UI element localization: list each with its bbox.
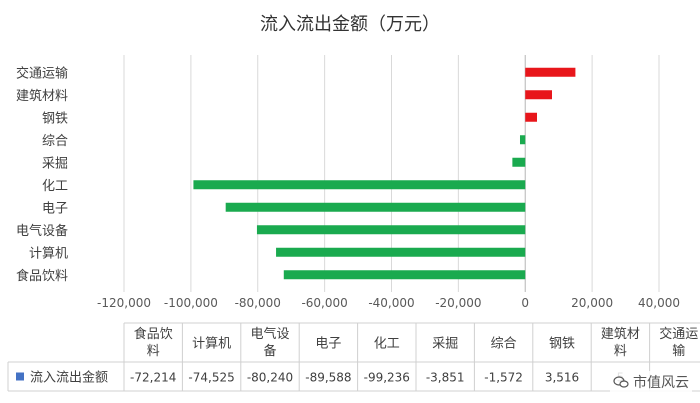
bar bbox=[525, 90, 552, 100]
x-tick-labels: -120,000 -100,000 -80,000 -60,000 -40,000 -20… bbox=[97, 296, 680, 310]
chart-title: 流入流出金额（万元） bbox=[260, 14, 440, 35]
table-header-cell: 交通运输 bbox=[659, 326, 698, 359]
table-header-cell: 采掘 bbox=[432, 337, 458, 352]
x-tick-label: 20,000 bbox=[571, 296, 613, 310]
bar bbox=[283, 270, 526, 280]
table-header-cell: 钢铁 bbox=[549, 337, 575, 352]
category-label: 钢铁 bbox=[42, 111, 68, 126]
x-tick-label: -120,000 bbox=[97, 296, 151, 310]
series-marker bbox=[16, 372, 24, 381]
watermark-text: 市值风云 bbox=[633, 375, 689, 391]
table-header-cell: 综合 bbox=[491, 337, 517, 352]
x-tick-label: -60,000 bbox=[301, 296, 347, 310]
x-tick-label: -20,000 bbox=[435, 296, 481, 310]
bars bbox=[193, 67, 576, 280]
x-tick-label: 40,000 bbox=[638, 296, 680, 310]
watermark: 市值风云 bbox=[610, 371, 692, 393]
table-value-cell: -72,214 bbox=[130, 371, 176, 385]
bar bbox=[525, 67, 576, 77]
table-header-cell: 食品饮料 bbox=[134, 326, 173, 359]
bar bbox=[519, 135, 526, 145]
bar bbox=[512, 157, 526, 167]
bar bbox=[276, 247, 526, 257]
chat-bubble-icon bbox=[613, 376, 629, 388]
table-header-cell: 计算机 bbox=[192, 337, 231, 352]
table-value-cell: -1,572 bbox=[484, 371, 523, 385]
category-label: 化工 bbox=[42, 179, 68, 194]
bar bbox=[193, 180, 526, 190]
x-tick-label: -40,000 bbox=[368, 296, 414, 310]
x-tick-label: -80,000 bbox=[235, 296, 281, 310]
table-value-cell: 3,516 bbox=[545, 371, 579, 385]
bar bbox=[525, 112, 538, 122]
table-value-cell: -74,525 bbox=[188, 371, 234, 385]
category-label: 交通运输 bbox=[16, 65, 68, 81]
category-label: 建筑材料 bbox=[16, 88, 68, 104]
x-tick-label: -100,000 bbox=[164, 296, 218, 310]
x-tick-label: 0 bbox=[521, 296, 529, 310]
bar bbox=[256, 225, 526, 235]
series-label: 流入流出金额 bbox=[30, 370, 108, 386]
table-value-cell: -3,851 bbox=[426, 371, 465, 385]
table-header-cell: 建筑材料 bbox=[601, 326, 640, 359]
category-label: 采掘 bbox=[42, 156, 68, 171]
table-value-cell: -89,588 bbox=[305, 371, 351, 385]
table-header-cell: 电气设备 bbox=[250, 326, 289, 359]
category-label: 电子 bbox=[42, 201, 68, 216]
table-value-cell: -80,240 bbox=[247, 371, 293, 385]
table-header-cell: 化工 bbox=[374, 337, 400, 352]
bar bbox=[225, 202, 526, 212]
category-label: 计算机 bbox=[29, 246, 68, 261]
table-value-cell: -99,236 bbox=[364, 371, 410, 385]
category-label: 电气设备 bbox=[16, 223, 68, 239]
category-label: 食品饮料 bbox=[16, 268, 68, 284]
category-label: 综合 bbox=[42, 134, 68, 149]
table-header-cell: 电子 bbox=[315, 337, 341, 352]
